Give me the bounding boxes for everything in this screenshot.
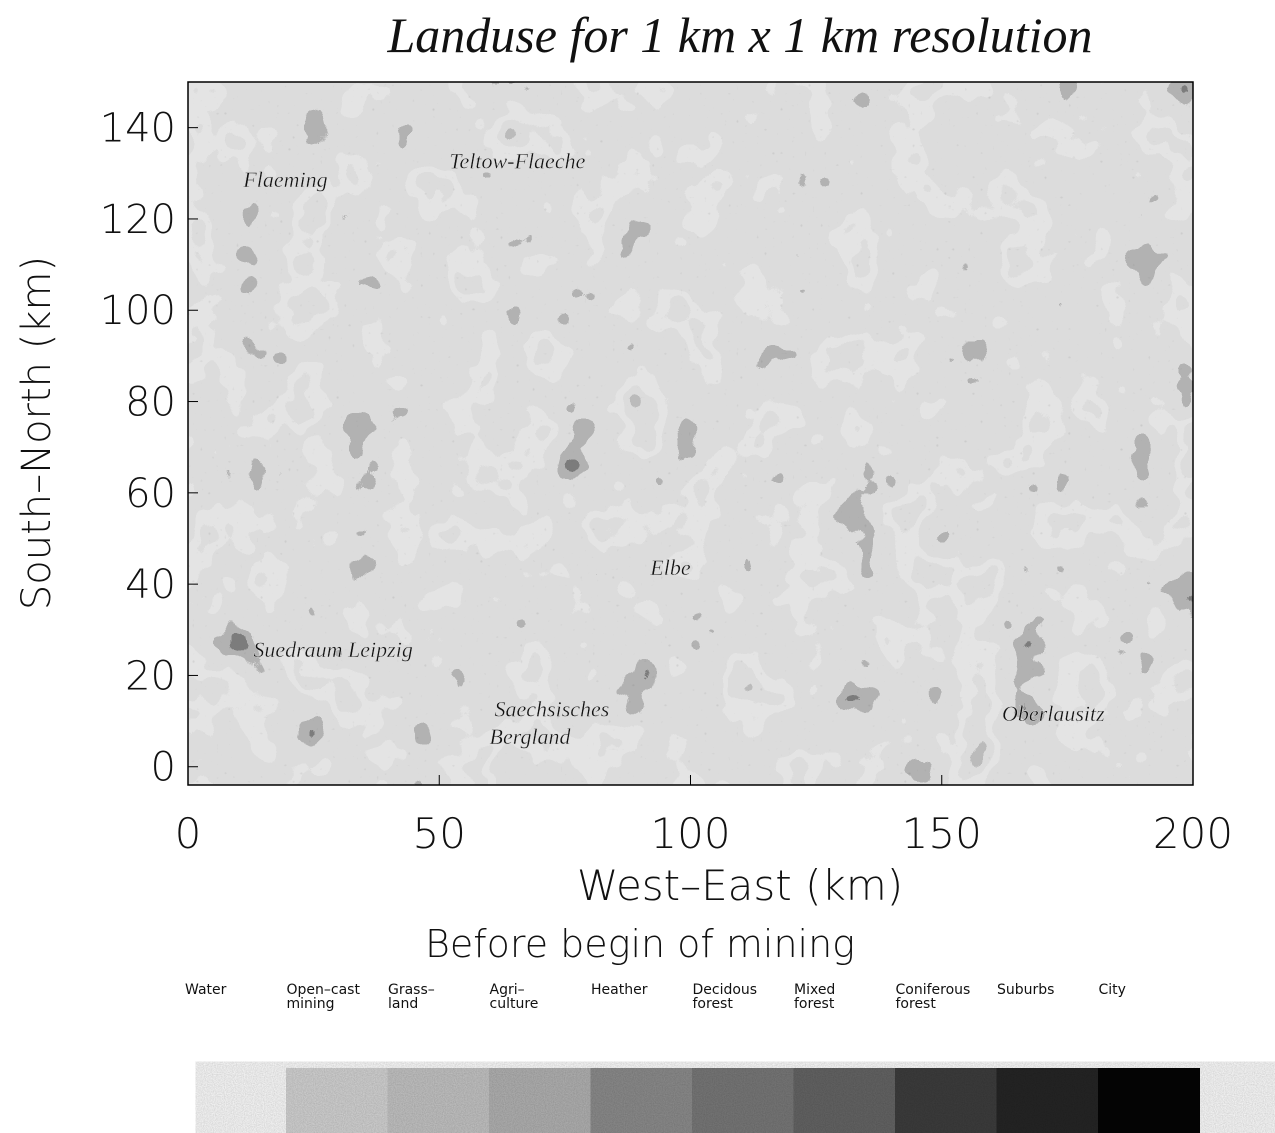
legend-label: culture bbox=[490, 996, 539, 1012]
legend-label: forest bbox=[693, 996, 734, 1012]
y-axis-label: South–North (km) bbox=[14, 256, 60, 610]
map-annotation: Elbe bbox=[649, 555, 691, 580]
landuse-raster bbox=[188, 82, 1193, 785]
x-tick-label: 150 bbox=[902, 809, 982, 858]
map-annotation: Teltow-Flaeche bbox=[449, 149, 585, 174]
x-tick-label: 100 bbox=[650, 809, 730, 858]
y-tick-label: 140 bbox=[100, 106, 176, 152]
legend-label: Heather bbox=[591, 982, 648, 998]
legend-label: mining bbox=[287, 996, 335, 1012]
y-tick-label: 80 bbox=[125, 380, 176, 426]
map-annotation: Bergland bbox=[490, 724, 572, 749]
map-annotation: Oberlausitz bbox=[1002, 701, 1105, 726]
y-tick-label: 40 bbox=[125, 562, 176, 608]
y-tick-label: 0 bbox=[151, 745, 176, 791]
legend-label: Suburbs bbox=[997, 982, 1054, 998]
x-tick-label: 200 bbox=[1153, 809, 1233, 858]
legend-label: Water bbox=[185, 982, 227, 998]
legend-label: land bbox=[388, 996, 418, 1012]
map-annotation: Flaeming bbox=[242, 167, 327, 192]
x-axis-label: West–East (km) bbox=[577, 861, 903, 910]
legend-label: forest bbox=[794, 996, 835, 1012]
y-tick-label: 60 bbox=[125, 471, 176, 517]
map-annotation: Suedraum Leipzig bbox=[253, 637, 413, 662]
legend-label: forest bbox=[896, 996, 937, 1012]
map-annotation: Saechsisches bbox=[495, 697, 610, 722]
chart-title: Landuse for 1 km x 1 km resolution bbox=[386, 7, 1092, 63]
legend-grain bbox=[286, 1068, 1191, 1133]
x-tick-label: 0 bbox=[175, 809, 202, 858]
chart: Landuse for 1 km x 1 km resolution Telto… bbox=[0, 0, 1275, 1133]
y-tick-label: 120 bbox=[100, 197, 176, 243]
y-tick-label: 100 bbox=[100, 288, 176, 334]
legend-label: City bbox=[1099, 982, 1126, 998]
y-tick-label: 20 bbox=[125, 653, 176, 699]
x-tick-label: 50 bbox=[413, 809, 466, 858]
plot-area: Teltow-Flaeche Flaeming Elbe Suedraum Leipz… bbox=[188, 82, 1193, 785]
subtitle: Before begin of mining bbox=[425, 922, 855, 966]
